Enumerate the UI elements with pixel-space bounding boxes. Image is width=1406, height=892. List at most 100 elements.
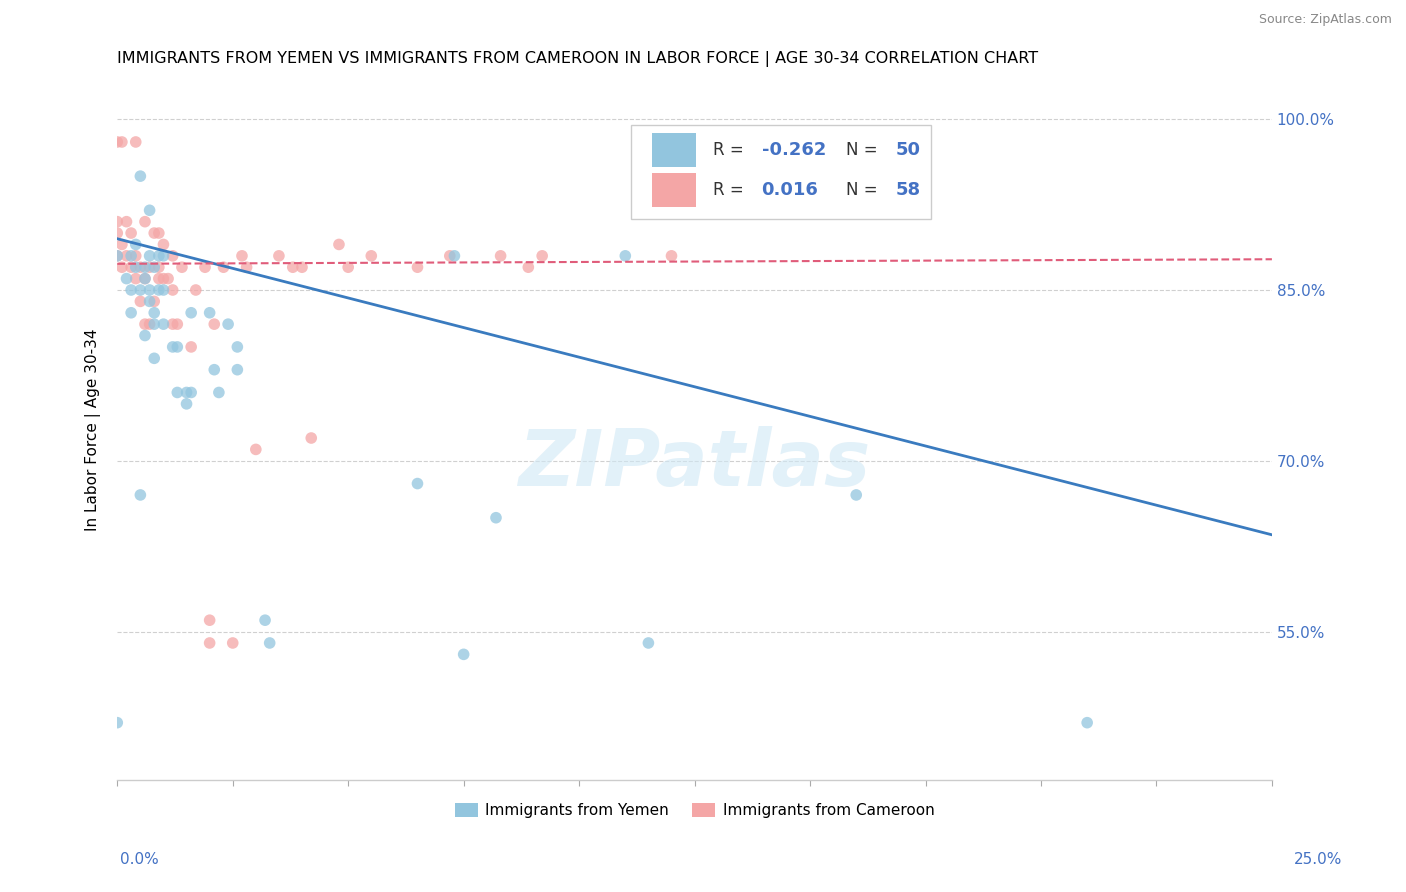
Point [125,135,148,149]
Point [134,271,156,285]
Point [202,362,225,376]
Point [152,271,174,285]
Point [291,260,314,275]
Point [148,226,170,240]
FancyBboxPatch shape [652,133,696,167]
Point [198,306,221,320]
Text: R =: R = [713,181,749,199]
Point [162,249,184,263]
Point [637,636,659,650]
Point [152,249,174,263]
Point [143,260,166,275]
Point [138,249,160,263]
Point [198,636,221,650]
Point [152,237,174,252]
Point [661,249,683,263]
Point [166,317,188,331]
Point [406,476,429,491]
Point [138,294,160,309]
Point [138,283,160,297]
Point [129,488,152,502]
Point [489,249,512,263]
Text: N =: N = [846,141,883,159]
Point [148,249,170,263]
Text: -0.262: -0.262 [762,141,825,159]
Point [125,249,148,263]
Point [143,226,166,240]
Point [120,283,142,297]
Point [120,260,142,275]
Point [231,249,253,263]
Text: 58: 58 [896,181,921,199]
Point [299,431,322,445]
Point [134,271,156,285]
Point [138,203,160,218]
Point [166,340,188,354]
Text: R =: R = [713,141,749,159]
Text: ZIPatlas: ZIPatlas [519,426,870,502]
Point [614,249,637,263]
Point [531,249,554,263]
Point [134,328,156,343]
Point [143,317,166,331]
Point [148,283,170,297]
Point [143,306,166,320]
Text: 0.016: 0.016 [762,181,818,199]
Point [202,317,225,331]
Point [134,317,156,331]
FancyBboxPatch shape [652,173,696,207]
Point [111,237,134,252]
Point [120,249,142,263]
Text: 50: 50 [896,141,921,159]
Point [184,283,207,297]
Point [143,294,166,309]
Point [120,226,142,240]
Point [176,385,198,400]
Point [176,397,198,411]
Point [143,351,166,366]
FancyBboxPatch shape [631,125,931,219]
Text: N =: N = [846,181,883,199]
Point [120,306,142,320]
Point [845,488,868,502]
Point [105,249,128,263]
Point [152,283,174,297]
Point [111,260,134,275]
Point [212,260,235,275]
Point [217,317,239,331]
Point [157,271,180,285]
Point [259,636,281,650]
Point [443,249,465,263]
Point [129,294,152,309]
Legend: Immigrants from Yemen, Immigrants from Cameroon: Immigrants from Yemen, Immigrants from C… [449,797,941,824]
Point [166,385,188,400]
Point [267,249,290,263]
Point [439,249,461,263]
Point [125,260,148,275]
Point [105,715,128,730]
Point [138,317,160,331]
Point [235,260,257,275]
Point [162,340,184,354]
Text: Source: ZipAtlas.com: Source: ZipAtlas.com [1258,13,1392,27]
Point [170,260,193,275]
Point [115,249,138,263]
Text: 25.0%: 25.0% [1295,852,1343,867]
Point [148,260,170,275]
Point [328,237,350,252]
Point [198,613,221,627]
Point [226,340,249,354]
Point [485,510,508,524]
Point [105,226,128,240]
Point [194,260,217,275]
Point [125,271,148,285]
Point [281,260,304,275]
Point [1076,715,1098,730]
Point [162,317,184,331]
Point [115,215,138,229]
Point [115,271,138,285]
Point [180,340,202,354]
Text: IMMIGRANTS FROM YEMEN VS IMMIGRANTS FROM CAMEROON IN LABOR FORCE | AGE 30-34 COR: IMMIGRANTS FROM YEMEN VS IMMIGRANTS FROM… [117,51,1039,67]
Point [360,249,382,263]
Point [111,135,134,149]
